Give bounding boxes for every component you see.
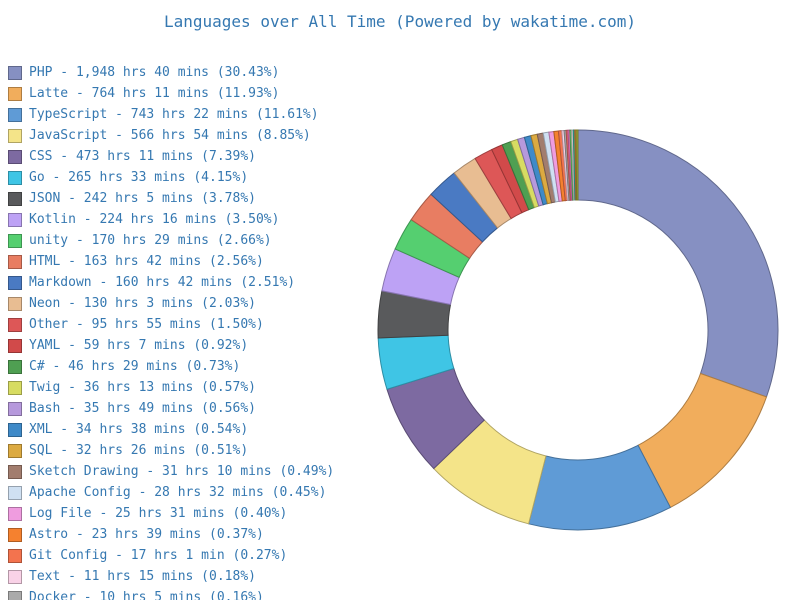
legend-label-javascript: JavaScript - 566 hrs 54 mins (8.85%) [29, 128, 311, 143]
legend-item-bash[interactable]: Bash - 35 hrs 49 mins (0.56%) [8, 398, 334, 419]
legend-swatch-html [8, 254, 22, 269]
legend-swatch-c [8, 359, 22, 374]
legend-label-apache-config: Apache Config - 28 hrs 32 mins (0.45%) [29, 485, 327, 500]
legend-item-sql[interactable]: SQL - 32 hrs 26 mins (0.51%) [8, 440, 334, 461]
legend-label-log-file: Log File - 25 hrs 31 mins (0.40%) [29, 506, 288, 521]
legend-item-latte[interactable]: Latte - 764 hrs 11 mins (11.93%) [8, 83, 334, 104]
legend-label-markdown: Markdown - 160 hrs 42 mins (2.51%) [29, 275, 296, 290]
legend: PHP - 1,948 hrs 40 mins (30.43%) Latte - … [8, 62, 334, 600]
legend-swatch-typescript [8, 107, 22, 122]
legend-swatch-xml [8, 422, 22, 437]
legend-swatch-docker [8, 590, 22, 600]
legend-label-kotlin: Kotlin - 224 hrs 16 mins (3.50%) [29, 212, 280, 227]
legend-item-git-config[interactable]: Git Config - 17 hrs 1 min (0.27%) [8, 545, 334, 566]
legend-label-twig: Twig - 36 hrs 13 mins (0.57%) [29, 380, 256, 395]
legend-label-yaml: YAML - 59 hrs 7 mins (0.92%) [29, 338, 249, 353]
legend-item-docker[interactable]: Docker - 10 hrs 5 mins (0.16%) [8, 587, 334, 600]
legend-swatch-go [8, 170, 22, 185]
legend-swatch-unity [8, 233, 22, 248]
legend-swatch-astro [8, 527, 22, 542]
legend-swatch-css [8, 149, 22, 164]
slice-php[interactable] [577, 129, 779, 398]
legend-swatch-json [8, 191, 22, 206]
chart-title: Languages over All Time (Powered by waka… [163, 12, 636, 31]
legend-item-log-file[interactable]: Log File - 25 hrs 31 mins (0.40%) [8, 503, 334, 524]
legend-item-markdown[interactable]: Markdown - 160 hrs 42 mins (2.51%) [8, 272, 334, 293]
legend-swatch-yaml [8, 338, 22, 353]
legend-swatch-kotlin [8, 212, 22, 227]
legend-label-go: Go - 265 hrs 33 mins (4.15%) [29, 170, 249, 185]
legend-item-css[interactable]: CSS - 473 hrs 11 mins (7.39%) [8, 146, 334, 167]
legend-item-astro[interactable]: Astro - 23 hrs 39 mins (0.37%) [8, 524, 334, 545]
legend-label-unity: unity - 170 hrs 29 mins (2.66%) [29, 233, 272, 248]
legend-swatch-text [8, 569, 22, 584]
legend-label-sketch-drawing: Sketch Drawing - 31 hrs 10 mins (0.49%) [29, 464, 335, 479]
legend-swatch-git-config [8, 548, 22, 563]
legend-swatch-markdown [8, 275, 22, 290]
legend-label-bash: Bash - 35 hrs 49 mins (0.56%) [29, 401, 256, 416]
legend-swatch-log-file [8, 506, 22, 521]
legend-label-json: JSON - 242 hrs 5 mins (3.78%) [29, 191, 256, 206]
legend-label-typescript: TypeScript - 743 hrs 22 mins (11.61%) [29, 107, 319, 122]
legend-label-text: Text - 11 hrs 15 mins (0.18%) [29, 569, 256, 584]
legend-item-apache-config[interactable]: Apache Config - 28 hrs 32 mins (0.45%) [8, 482, 334, 503]
legend-item-other[interactable]: Other - 95 hrs 55 mins (1.50%) [8, 314, 334, 335]
legend-item-xml[interactable]: XML - 34 hrs 38 mins (0.54%) [8, 419, 334, 440]
legend-item-typescript[interactable]: TypeScript - 743 hrs 22 mins (11.61%) [8, 104, 334, 125]
legend-swatch-php [8, 65, 22, 80]
legend-swatch-apache-config [8, 485, 22, 500]
legend-swatch-twig [8, 380, 22, 395]
legend-item-sketch-drawing[interactable]: Sketch Drawing - 31 hrs 10 mins (0.49%) [8, 461, 334, 482]
legend-item-kotlin[interactable]: Kotlin - 224 hrs 16 mins (3.50%) [8, 209, 334, 230]
legend-label-xml: XML - 34 hrs 38 mins (0.54%) [29, 422, 249, 437]
legend-label-astro: Astro - 23 hrs 39 mins (0.37%) [29, 527, 264, 542]
legend-item-text[interactable]: Text - 11 hrs 15 mins (0.18%) [8, 566, 334, 587]
legend-item-twig[interactable]: Twig - 36 hrs 13 mins (0.57%) [8, 377, 334, 398]
legend-label-git-config: Git Config - 17 hrs 1 min (0.27%) [29, 548, 288, 563]
legend-label-sql: SQL - 32 hrs 26 mins (0.51%) [29, 443, 249, 458]
legend-label-docker: Docker - 10 hrs 5 mins (0.16%) [29, 590, 264, 600]
slice-unlabeled-7[interactable] [575, 129, 579, 201]
legend-item-yaml[interactable]: YAML - 59 hrs 7 mins (0.92%) [8, 335, 334, 356]
legend-label-css: CSS - 473 hrs 11 mins (7.39%) [29, 149, 256, 164]
legend-label-html: HTML - 163 hrs 42 mins (2.56%) [29, 254, 264, 269]
legend-label-neon: Neon - 130 hrs 3 mins (2.03%) [29, 296, 256, 311]
legend-item-javascript[interactable]: JavaScript - 566 hrs 54 mins (8.85%) [8, 125, 334, 146]
legend-item-php[interactable]: PHP - 1,948 hrs 40 mins (30.43%) [8, 62, 334, 83]
legend-label-latte: Latte - 764 hrs 11 mins (11.93%) [29, 86, 280, 101]
legend-label-php: PHP - 1,948 hrs 40 mins (30.43%) [29, 65, 280, 80]
legend-swatch-sketch-drawing [8, 464, 22, 479]
legend-item-unity[interactable]: unity - 170 hrs 29 mins (2.66%) [8, 230, 334, 251]
legend-label-c: C# - 46 hrs 29 mins (0.73%) [29, 359, 241, 374]
legend-swatch-neon [8, 296, 22, 311]
legend-item-c[interactable]: C# - 46 hrs 29 mins (0.73%) [8, 356, 334, 377]
legend-swatch-bash [8, 401, 22, 416]
legend-swatch-latte [8, 86, 22, 101]
legend-label-other: Other - 95 hrs 55 mins (1.50%) [29, 317, 264, 332]
legend-item-html[interactable]: HTML - 163 hrs 42 mins (2.56%) [8, 251, 334, 272]
legend-item-neon[interactable]: Neon - 130 hrs 3 mins (2.03%) [8, 293, 334, 314]
donut-chart [377, 129, 779, 531]
legend-swatch-javascript [8, 128, 22, 143]
legend-swatch-other [8, 317, 22, 332]
legend-item-go[interactable]: Go - 265 hrs 33 mins (4.15%) [8, 167, 334, 188]
legend-item-json[interactable]: JSON - 242 hrs 5 mins (3.78%) [8, 188, 334, 209]
legend-swatch-sql [8, 443, 22, 458]
